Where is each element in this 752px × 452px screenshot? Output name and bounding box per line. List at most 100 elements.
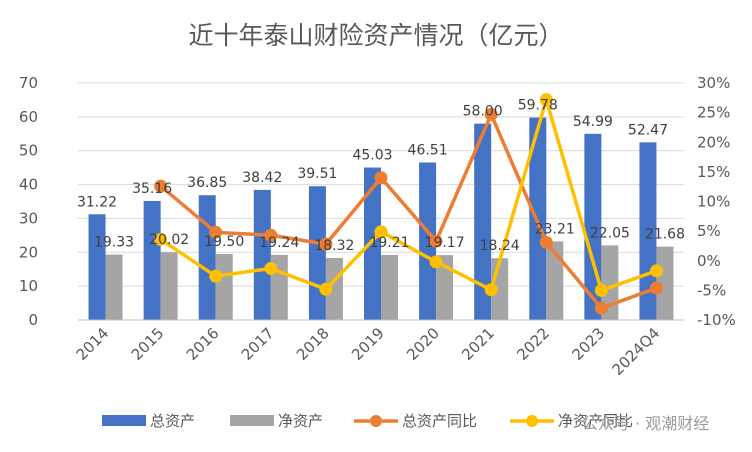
- data-label: 58.00: [463, 104, 503, 120]
- left-axis-tick: 50: [19, 142, 38, 160]
- bar: [160, 252, 178, 320]
- legend-marker: [370, 415, 382, 427]
- line-point: [539, 93, 553, 107]
- data-label: 38.42: [242, 170, 282, 186]
- line-point: [429, 255, 443, 269]
- x-axis-tick: 2016: [183, 324, 223, 364]
- line-point: [209, 225, 223, 239]
- line-point: [484, 107, 498, 121]
- line-point: [594, 301, 608, 315]
- data-label: 18.24: [480, 238, 520, 254]
- chart-title: 近十年泰山财险资产情况（亿元）: [188, 21, 563, 50]
- bar: [198, 195, 216, 320]
- left-axis-tick: 70: [19, 74, 38, 92]
- right-axis-tick: -5%: [697, 281, 726, 299]
- bar: [601, 245, 619, 320]
- data-label: 36.85: [187, 175, 227, 191]
- bar: [253, 189, 271, 320]
- line-point: [209, 269, 223, 283]
- line-point: [154, 179, 168, 193]
- data-label: 45.03: [352, 148, 392, 164]
- bar: [419, 162, 437, 320]
- line-point: [539, 235, 553, 249]
- data-label: 52.47: [628, 122, 668, 138]
- x-axis-tick: 2018: [293, 324, 333, 364]
- x-axis-tick: 2014: [73, 324, 113, 364]
- x-axis-tick: 2021: [458, 324, 498, 364]
- line-point: [374, 225, 388, 239]
- right-axis-tick: -10%: [697, 311, 736, 329]
- data-label: 22.05: [590, 225, 630, 241]
- left-axis-ticks: 0 10 20 30 40 50 60 70: [19, 74, 38, 329]
- right-axis-tick: 0%: [697, 252, 721, 270]
- legend-label: 总资产: [150, 412, 195, 430]
- data-label: 19.50: [204, 234, 244, 250]
- line-point: [649, 281, 663, 295]
- data-label: 23.21: [535, 221, 575, 237]
- line-point: [319, 282, 333, 296]
- x-axis-tick: 2017: [238, 324, 278, 364]
- legend-label: 净资产: [278, 412, 323, 430]
- data-label: 31.22: [77, 194, 117, 210]
- x-axis-ticks: 2014 2015 2016 2017 2018 2019 2020 2021 2022 2023…: [73, 319, 684, 379]
- line-point: [154, 232, 168, 246]
- legend: 总资产 净资产 总资产同比 净资产同比: [102, 412, 633, 430]
- left-axis-tick: 20: [19, 243, 38, 261]
- data-label: 19.33: [94, 235, 134, 251]
- series-line: [159, 112, 658, 310]
- line-point: [594, 283, 608, 297]
- bar: [364, 167, 381, 320]
- left-axis-tick: 60: [19, 108, 38, 126]
- line-point: [649, 264, 663, 278]
- data-label: 19.24: [259, 235, 299, 251]
- x-axis-tick: 2022: [513, 324, 553, 364]
- line-point: [374, 171, 388, 185]
- right-axis-tick: 30%: [697, 74, 730, 92]
- legend-swatch: [230, 415, 274, 426]
- data-label: 19.17: [425, 235, 465, 251]
- right-axis-ticks: -10% -5% 0% 5% 10% 15% 20% 25% 30%: [697, 74, 736, 329]
- right-axis-tick: 20%: [697, 133, 730, 151]
- data-label: 18.32: [314, 238, 354, 254]
- x-axis-tick: 2023: [568, 324, 608, 364]
- data-labels: 31.22 35.16 36.85 38.42 39.51 45.03 46.51 58.00…: [77, 98, 685, 255]
- bar: [381, 254, 398, 320]
- data-label: 39.51: [297, 166, 337, 182]
- bar: [88, 214, 106, 320]
- data-label: 20.02: [149, 232, 189, 248]
- line-point: [264, 261, 278, 275]
- legend-marker: [526, 415, 538, 427]
- bar: [656, 246, 674, 320]
- left-axis-tick: 10: [19, 277, 38, 295]
- data-label: 59.78: [518, 98, 558, 114]
- left-axis-tick: 30: [19, 209, 38, 227]
- data-label: 19.21: [369, 235, 409, 251]
- bar: [436, 255, 454, 320]
- line-point: [319, 237, 333, 251]
- x-axis-tick: 2020: [403, 324, 443, 364]
- line-point: [264, 228, 278, 242]
- data-label: 35.16: [132, 181, 172, 197]
- right-axis-tick: 15%: [697, 163, 730, 181]
- legend-label: 总资产同比: [402, 412, 477, 430]
- bar: [215, 253, 233, 320]
- x-axis-tick: 2024Q4: [608, 324, 663, 379]
- right-axis-tick: 10%: [697, 193, 730, 211]
- x-axis-tick: 2019: [348, 324, 388, 364]
- legend-label: 净资产同比: [558, 412, 633, 430]
- right-axis-tick: 5%: [697, 222, 721, 240]
- bar: [143, 200, 161, 320]
- data-label: 21.68: [645, 227, 685, 243]
- right-axis-tick: 25%: [697, 104, 730, 122]
- line-point: [484, 283, 498, 297]
- left-axis-tick: 40: [19, 176, 38, 194]
- legend-swatch: [102, 415, 146, 426]
- line-series: [154, 93, 663, 315]
- bar: [546, 241, 564, 320]
- bar: [105, 254, 123, 320]
- bar: [474, 123, 492, 320]
- data-label: 54.99: [573, 114, 613, 130]
- series-line: [159, 97, 658, 293]
- x-axis-tick: 2015: [128, 324, 168, 364]
